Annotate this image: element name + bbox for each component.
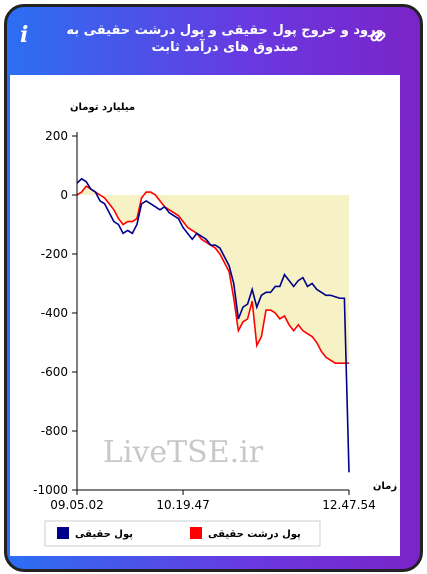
- x-axis-label: زمان: [373, 481, 397, 492]
- watermark: LiveTSE.ir: [103, 435, 264, 470]
- legend-box: [44, 520, 321, 547]
- legend-label: پول حقیقی: [75, 529, 133, 540]
- x-tick-label: 10.19.47: [156, 498, 209, 512]
- y-tick-label: -1000: [33, 483, 68, 497]
- info-icon[interactable]: i: [20, 22, 29, 48]
- legend-swatch: [190, 527, 202, 539]
- x-tick-label: 09.05.02: [50, 498, 103, 512]
- card-title: ورود و خروج پول حقیقی و پول درشت حقیقی ب…: [66, 23, 384, 55]
- line: [76, 185, 349, 364]
- y-axis-label: میلیارد تومان: [70, 102, 135, 113]
- legend-swatch: [57, 527, 69, 539]
- line: [76, 177, 350, 473]
- y-tick-label: -400: [41, 306, 68, 320]
- y-tick-label: 0: [60, 188, 68, 202]
- y-tick-label: -200: [41, 247, 68, 261]
- legend-label: پول درشت حقیقی: [208, 529, 301, 540]
- y-tick-label: 200: [45, 129, 68, 143]
- area: [77, 186, 349, 364]
- y-tick-label: -800: [41, 424, 68, 438]
- link-icon[interactable]: [370, 28, 386, 44]
- y-tick-label: -600: [41, 365, 68, 379]
- x-tick-label: 12.47.54: [322, 498, 375, 512]
